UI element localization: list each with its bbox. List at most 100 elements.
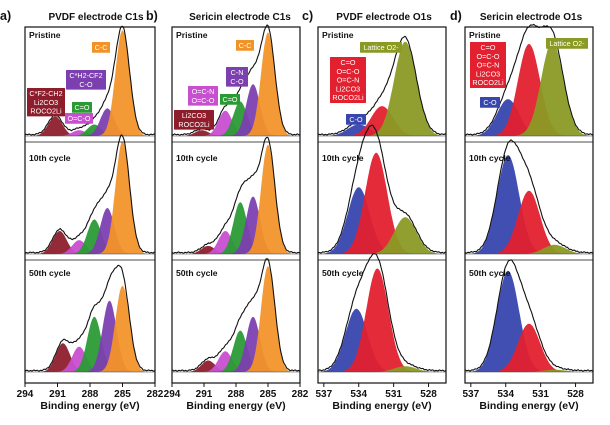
x-tick-label: 282 [292, 389, 309, 400]
panel-d: d) Sericin electrode O1s Pristine 10th cycl… [450, 9, 594, 412]
fit-component [172, 130, 300, 136]
fit-component [318, 268, 446, 372]
spectrum-row: 10th cycle [464, 139, 594, 255]
panel-label: c) [302, 9, 313, 23]
annotation-text: ROCO2Li [30, 107, 62, 116]
annotation-text: C*F2-CH2 [29, 89, 62, 98]
spectrum-row: 50th cycle [171, 258, 301, 373]
panel-frame [464, 26, 594, 384]
fit-component [25, 116, 155, 136]
annotation-text: ROCO2Li [332, 93, 364, 102]
x-tick-label: 528 [567, 389, 584, 400]
envelope-line [24, 264, 156, 372]
envelope-line [464, 259, 594, 372]
row-label: Pristine [176, 30, 208, 40]
row-label: Pristine [29, 30, 61, 40]
annotation-text: O=C-N [477, 61, 500, 70]
fit-component [465, 155, 593, 254]
envelope-line [171, 258, 301, 372]
x-tick-label: 294 [164, 389, 181, 400]
row-label: 10th cycle [469, 153, 511, 163]
x-tick-label: 537 [315, 389, 332, 400]
annotation-box [72, 102, 92, 113]
fit-component [25, 231, 155, 254]
x-tick-label: 294 [17, 389, 34, 400]
annotation-box [92, 42, 110, 53]
envelope-line [171, 136, 300, 254]
annotation-box [346, 114, 366, 125]
envelope-line [24, 134, 156, 254]
fit-component [172, 144, 300, 254]
fit-component [25, 124, 155, 136]
fit-component [318, 308, 446, 372]
fit-component [172, 202, 300, 254]
fit-component [25, 343, 155, 372]
fit-component [25, 219, 155, 254]
annotation-box [66, 70, 106, 90]
annotation-text: O=C-O [192, 96, 215, 105]
spectrum-row: 50th cycle [24, 264, 156, 373]
annotation-text: Li2CO3 [476, 69, 500, 78]
fit-component [172, 246, 300, 254]
row-label: 50th cycle [469, 268, 511, 278]
panel-title: PVDF electrode C1s [48, 12, 143, 23]
annotation-text: ROCO2Li [472, 78, 504, 87]
peak-annotation: Lattice O2- [546, 38, 588, 49]
annotation-box [546, 38, 588, 49]
annotation-text: C-C [239, 41, 252, 50]
annotation-text: C=O [341, 58, 356, 67]
x-tick-label: 288 [82, 389, 99, 400]
fit-component [465, 270, 593, 372]
x-tick-label: 285 [114, 389, 131, 400]
fit-component [318, 187, 446, 254]
fit-component [465, 41, 593, 136]
fit-component [25, 141, 155, 254]
panel-title: Sericin electrode C1s [189, 12, 291, 23]
fit-component [465, 244, 593, 254]
annotation-text: C=O [75, 103, 90, 112]
annotation-box [236, 40, 254, 51]
annotation-text: C-O [79, 80, 93, 89]
peak-annotation: C-NC-O [226, 67, 248, 87]
annotation-text: C*H2-CF2 [69, 71, 102, 80]
annotation-text: C=O [223, 95, 238, 104]
fit-component [465, 369, 593, 372]
x-axis-label: Binding energy (eV) [186, 400, 285, 412]
peak-annotation: C-C [92, 42, 110, 53]
row-label: 10th cycle [322, 153, 364, 163]
fit-component [172, 101, 300, 136]
fit-component [172, 330, 300, 372]
fit-component [25, 316, 155, 372]
annotation-box [174, 110, 214, 130]
fit-component [318, 366, 446, 372]
panel-b: b) Sericin electrode C1s Pristine 10th cycl… [146, 9, 309, 412]
row-label: 50th cycle [29, 268, 71, 278]
annotation-text: C-C [95, 43, 108, 52]
annotation-box [188, 86, 218, 106]
annotation-box [27, 88, 65, 117]
peak-annotation: O=C-O [65, 113, 93, 124]
peak-annotation: C-C [236, 40, 254, 51]
x-tick-label: 285 [260, 389, 277, 400]
annotation-text: Lattice O2- [549, 39, 585, 48]
x-axis-label: Binding energy (eV) [40, 400, 139, 412]
x-tick-label: 288 [228, 389, 245, 400]
spectrum-row: 10th cycle [171, 136, 300, 255]
fit-component [25, 30, 155, 137]
fit-component [465, 99, 593, 136]
fit-component [465, 44, 593, 136]
annotation-text: C-O [230, 77, 244, 86]
annotation-text: Li2CO3 [34, 98, 58, 107]
annotation-text: O=C-O [477, 52, 500, 61]
panel-title: Sericin electrode O1s [480, 12, 583, 23]
annotation-text: C-O [349, 115, 363, 124]
panel-frame [317, 26, 447, 384]
row-label: 10th cycle [29, 153, 71, 163]
peak-annotation: C-O [480, 97, 500, 108]
spectrum-row: 10th cycle [317, 124, 447, 255]
spectrum-row: 50th cycle [464, 259, 594, 373]
fit-component [318, 152, 446, 254]
